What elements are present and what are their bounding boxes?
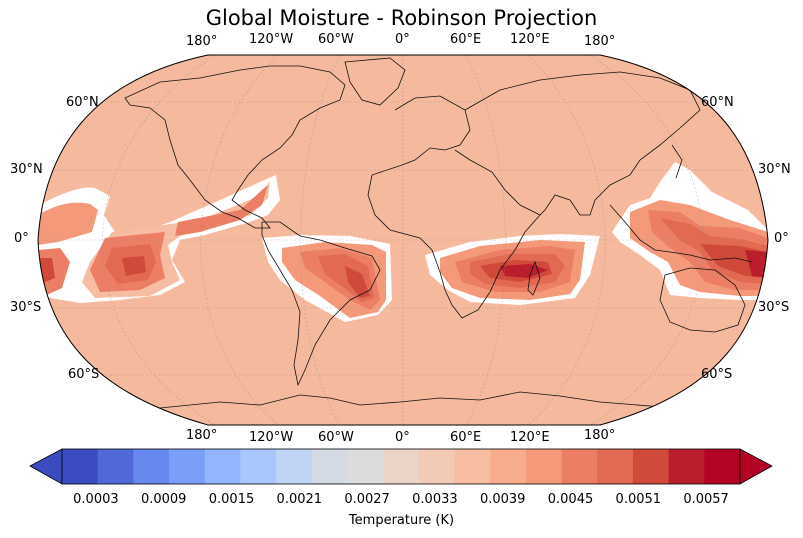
australia-coast <box>659 267 746 333</box>
colorbar-tick-label: 0.0051 <box>615 492 662 507</box>
colorbar-min-extend <box>29 448 63 485</box>
chart-title: Global Moisture - Robinson Projection <box>205 6 598 30</box>
colorbar-tick-label: 0.0027 <box>344 492 390 507</box>
colorbar-cell <box>525 449 563 484</box>
left-lat-label: 60°N <box>66 95 99 110</box>
colorbar-cell <box>276 449 313 484</box>
bottom-lon-label: 60°W <box>318 430 354 445</box>
colorbar-tick-label: 0.0045 <box>547 492 594 507</box>
colorbar-cell <box>418 449 456 484</box>
colorbar-cell <box>383 449 420 484</box>
top-lon-label: 120°W <box>249 32 294 47</box>
colorbar-cell <box>97 449 134 484</box>
japan-coast <box>671 144 683 179</box>
bottom-lon-label: 60°E <box>450 430 482 445</box>
colorbar-cell <box>597 449 634 484</box>
right-lat-label: 60°N <box>701 95 734 110</box>
left-lat-label: 30°N <box>10 162 43 177</box>
colorbar-cell <box>62 449 99 484</box>
colorbar-tick-label: 0.0021 <box>276 492 323 507</box>
madagascar-coast <box>527 260 541 296</box>
globe-outline <box>37 54 769 426</box>
bottom-lon-label: 0° <box>395 430 410 445</box>
colorbar-cell <box>561 449 598 484</box>
colorbar-cell <box>454 449 491 484</box>
right-lat-label: 30°N <box>758 162 791 177</box>
colorbar-cell <box>133 449 170 484</box>
new-zealand-coast <box>757 321 766 346</box>
right-lat-label: 30°S <box>758 300 790 315</box>
colorbar-frame <box>61 448 741 485</box>
colorbar-tick-label: 0.0009 <box>140 492 187 507</box>
left-lat-label: 30°S <box>10 300 42 315</box>
colorbar-label: Temperature (K) <box>348 513 455 528</box>
bottom-lon-label: 180° <box>186 428 218 443</box>
antarctica-coast <box>159 391 701 411</box>
colorbar-tick-label: 0.0015 <box>208 492 255 507</box>
colorbar-cell <box>490 449 527 484</box>
colorbar-tick-label: 0.0033 <box>412 492 458 507</box>
colorbar-cell <box>704 449 741 484</box>
bottom-lon-label: 120°W <box>249 430 294 445</box>
top-lon-label: 120°E <box>510 32 550 47</box>
top-lon-label: 60°W <box>318 32 354 47</box>
colorbar-cell <box>347 449 384 484</box>
top-lon-label: 180° <box>584 34 616 49</box>
colorbar-cell <box>169 449 206 484</box>
west-pacific-contours <box>630 200 768 296</box>
left-lat-label: 0° <box>14 231 29 246</box>
north-america-coast <box>124 65 346 229</box>
colorbar-cell <box>632 449 670 484</box>
south-america-coast <box>261 221 381 387</box>
colorbar-tick-label: 0.0003 <box>73 492 119 507</box>
colorbar <box>29 448 773 485</box>
graticule <box>38 55 768 425</box>
colorbar-tick-label: 0.0057 <box>683 492 729 507</box>
top-lon-label: 180° <box>186 34 218 49</box>
colorbar-max-extend <box>739 448 773 485</box>
colorbar-cell <box>668 449 705 484</box>
bottom-lon-label: 180° <box>584 428 616 443</box>
pacific-contours <box>38 180 270 298</box>
bottom-lon-label: 120°E <box>510 430 550 445</box>
left-lat-label: 60°S <box>68 367 100 382</box>
coastlines <box>124 57 766 411</box>
south-america-contours <box>282 242 386 318</box>
colorbar-tick-label: 0.0039 <box>479 492 526 507</box>
asia-coast <box>464 71 701 216</box>
greenland-coast <box>344 57 406 106</box>
colorbar-cell <box>311 449 348 484</box>
southeast-asia-coast <box>609 204 753 263</box>
top-lon-label: 0° <box>395 32 410 47</box>
right-lat-label: 0° <box>774 231 789 246</box>
colorbar-cell <box>240 449 277 484</box>
africa-contours <box>440 240 585 300</box>
right-lat-label: 60°S <box>701 367 733 382</box>
colorbar-cell <box>204 449 241 484</box>
top-lon-label: 60°E <box>450 32 482 47</box>
